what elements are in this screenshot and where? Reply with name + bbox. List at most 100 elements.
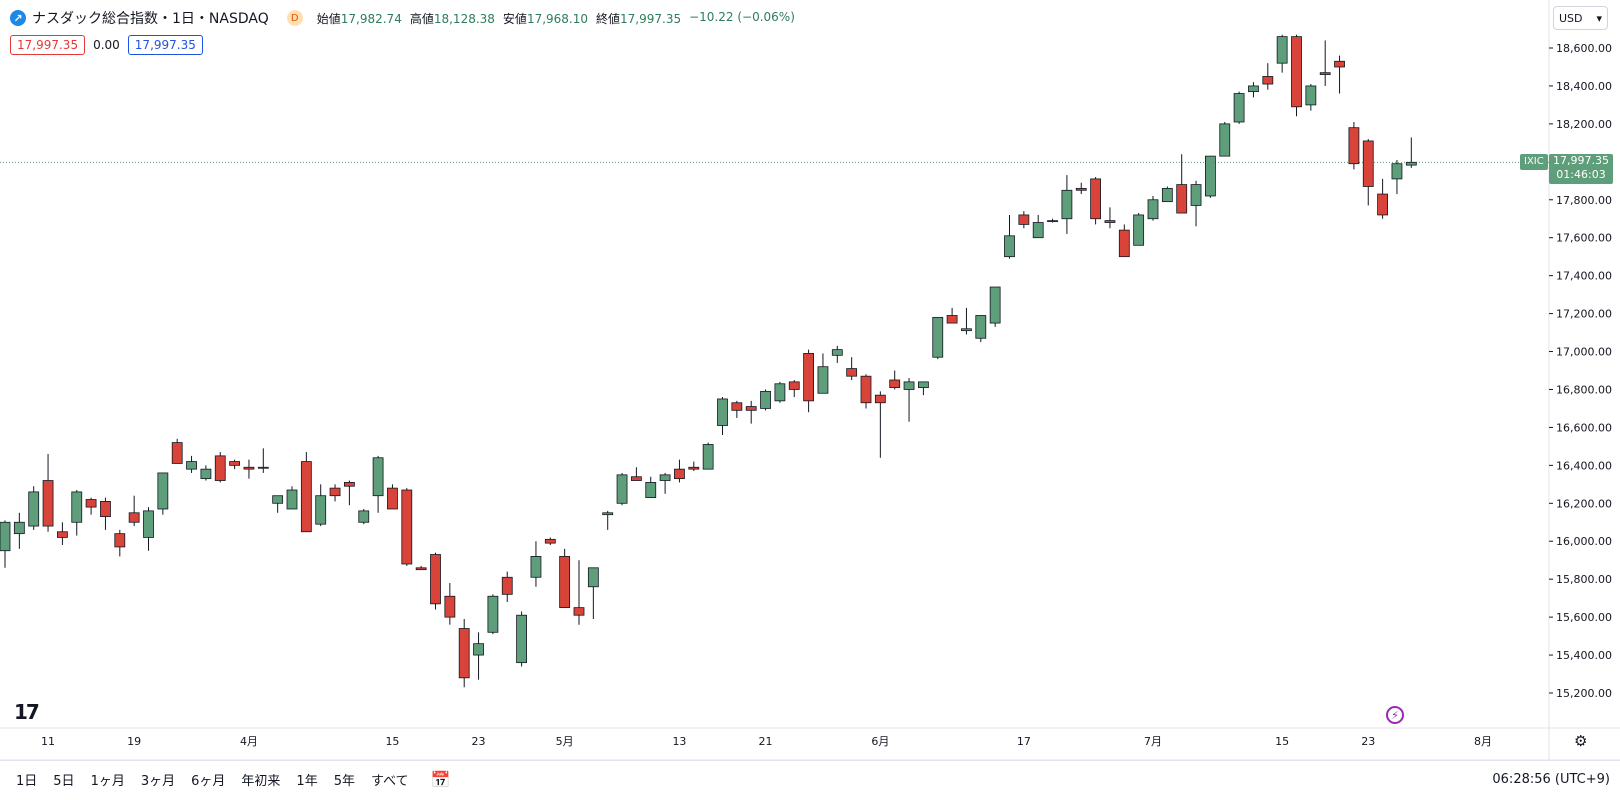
candle-body: [602, 512, 614, 516]
candle-body: [85, 499, 97, 508]
time-tick-label: 13: [672, 735, 686, 748]
candle-body: [1047, 220, 1058, 223]
candle-body: [57, 531, 68, 538]
candle-body: [1262, 76, 1274, 85]
chevron-down-icon: ▾: [1596, 11, 1602, 25]
candle-body: [1219, 123, 1231, 157]
sell-price-box[interactable]: 17,997.35: [10, 35, 86, 55]
candle-body: [1104, 220, 1116, 223]
tradingview-logo-icon[interactable]: 17: [14, 700, 40, 724]
candle-body: [530, 556, 542, 578]
data-status-badge[interactable]: D: [286, 10, 303, 26]
buy-price-box[interactable]: 17,997.35: [127, 35, 203, 55]
time-axis[interactable]: 11 19 4月 15 23 5月 13 21 6月 17 7月 15 23 8月: [41, 735, 1492, 748]
candle-body: [1090, 178, 1101, 220]
price-tick-label: 17,600.00: [1556, 232, 1612, 245]
spread-value: 0.00: [93, 38, 120, 52]
ohlc-values: 始値17,982.74 高値18,128.38 安値17,968.10 終値17…: [317, 10, 795, 27]
range-button[interactable]: 5日: [53, 774, 75, 789]
range-button[interactable]: 5年: [333, 774, 355, 789]
candle-body: [918, 381, 929, 388]
candle-body: [831, 349, 843, 356]
clock[interactable]: 06:28:56 (UTC+9): [1492, 772, 1610, 787]
candle-body: [1405, 161, 1417, 166]
candle-body: [444, 595, 456, 618]
candle-body: [13, 521, 25, 535]
nasdaq-logo-icon: ↗: [10, 10, 26, 26]
candle-body: [372, 457, 384, 497]
candle-body: [401, 489, 413, 565]
bid-ask-row: 17,997.35 0.00 17,997.35: [10, 35, 203, 55]
candle-body: [1161, 187, 1173, 203]
price-tick-label: 16,200.00: [1556, 497, 1612, 510]
candle-body: [731, 402, 743, 411]
candle-body: [473, 643, 484, 656]
candle-body: [458, 628, 470, 679]
time-tick-label: 15: [1275, 735, 1289, 748]
range-button[interactable]: 1年: [296, 774, 318, 789]
gear-icon[interactable]: ⚙: [1574, 732, 1588, 750]
candle-body: [1305, 85, 1317, 106]
last-price-value: 17,997.35: [1553, 154, 1609, 168]
candle-body: [286, 489, 298, 510]
price-tick-label: 17,000.00: [1556, 346, 1612, 359]
price-tick-label: 17,200.00: [1556, 308, 1612, 321]
candle-body: [143, 510, 154, 538]
time-tick-label: 17: [1017, 735, 1031, 748]
calendar-goto-icon[interactable]: 📅: [430, 770, 451, 789]
candle-body: [1190, 184, 1202, 206]
price-tick-label: 17,800.00: [1556, 194, 1612, 207]
time-tick-label: 21: [759, 735, 773, 748]
candle-body: [559, 556, 571, 609]
candle-body: [932, 316, 944, 358]
range-button[interactable]: 1日: [16, 774, 38, 789]
price-tick-label: 17,400.00: [1556, 270, 1612, 283]
candle-body: [358, 510, 370, 523]
price-tick-label: 16,800.00: [1556, 383, 1612, 396]
candle-body: [516, 614, 527, 664]
range-button[interactable]: すべて: [370, 774, 409, 789]
time-tick-label: 8月: [1474, 735, 1492, 748]
candle-body: [674, 468, 685, 480]
candles-series: [0, 34, 1417, 688]
candle-body: [803, 353, 814, 402]
candle-body: [1205, 155, 1216, 197]
range-button[interactable]: 3ヶ月: [140, 774, 176, 789]
candle-body: [989, 286, 1001, 324]
candle-body: [329, 487, 341, 497]
time-tick-label: 5月: [556, 735, 574, 748]
close-value: 17,997.35: [620, 11, 682, 26]
candle-body: [1362, 140, 1374, 187]
candle-body: [903, 381, 915, 390]
high-value: 18,128.38: [433, 11, 495, 26]
price-axis[interactable]: 15,200.00 15,400.00 15,600.00 15,800.00 16,0…: [1549, 42, 1612, 700]
candle-body: [1391, 163, 1403, 180]
currency-select[interactable]: USD ▾: [1553, 6, 1608, 30]
high-label: 高値: [409, 11, 434, 26]
range-button[interactable]: 年初来: [241, 774, 281, 789]
candle-body: [1176, 184, 1188, 214]
candle-body: [616, 474, 628, 504]
price-tick-label: 16,600.00: [1556, 421, 1612, 434]
candle-body: [717, 398, 728, 426]
candle-body: [300, 461, 312, 533]
lightning-icon[interactable]: ⚡: [1386, 706, 1404, 724]
candle-body: [860, 375, 872, 404]
candle-body: [1248, 85, 1259, 93]
candle-body: [114, 533, 126, 548]
candle-body: [688, 466, 700, 470]
candle-body: [774, 383, 786, 402]
price-tick-label: 16,000.00: [1556, 535, 1612, 548]
symbol-tag: IXIC: [1520, 154, 1548, 171]
candle-body: [846, 368, 858, 377]
candle-body: [1319, 72, 1331, 75]
range-button[interactable]: 6ヶ月: [191, 774, 226, 789]
candle-body: [645, 482, 657, 499]
candle-body: [1334, 60, 1345, 68]
candle-body: [1018, 214, 1030, 225]
symbol-title[interactable]: ナスダック総合指数・1日・NASDAQ: [32, 11, 269, 27]
candle-body: [1291, 36, 1302, 108]
range-button[interactable]: 1ヶ月: [90, 774, 125, 789]
time-tick-label: 11: [41, 735, 55, 748]
